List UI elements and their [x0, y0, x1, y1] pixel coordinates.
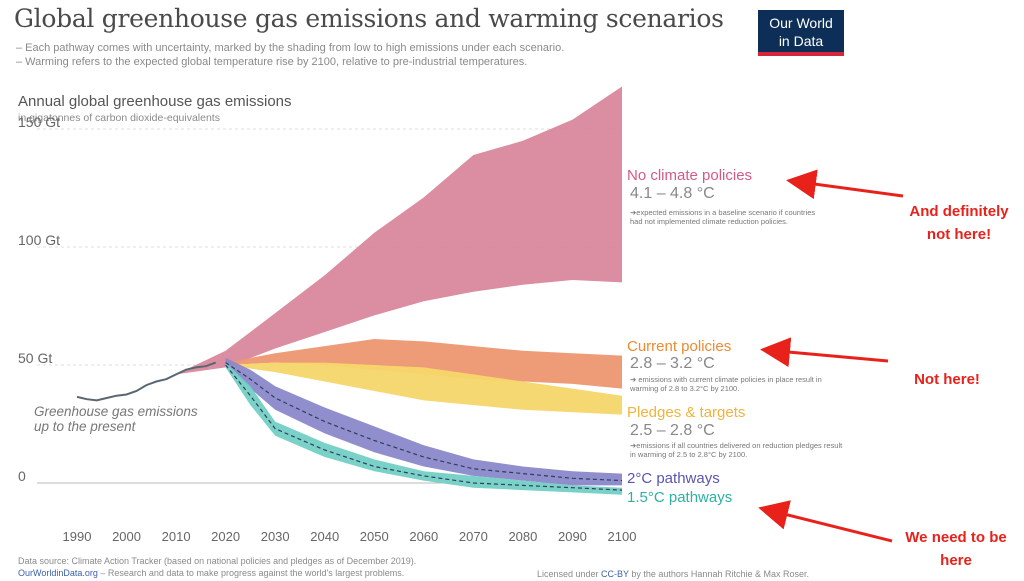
temp-no-climate-policies: 4.1 – 4.8 °C	[630, 185, 715, 202]
label-current-policies: Current policies	[627, 338, 732, 355]
site-link[interactable]: OurWorldinData.org	[18, 568, 98, 578]
x-tick-label-1990: 1990	[63, 529, 92, 544]
history-label: Greenhouse gas emissions up to the prese…	[34, 404, 198, 434]
x-tick-label-2030: 2030	[261, 529, 290, 544]
y-tick-label-0: 0	[18, 468, 26, 484]
y-tick-label-100: 100 Gt	[18, 232, 60, 248]
license-line: Licensed under CC-BY by the authors Hann…	[537, 569, 809, 579]
callout-arrow-2	[760, 337, 889, 368]
label-1-5c-pathways: 1.5°C pathways	[627, 489, 733, 506]
band-pledges-targets	[225, 362, 622, 415]
callout-bottom: We need to be here	[905, 529, 1007, 569]
y-tick-label-150: 150 Gt	[18, 114, 60, 130]
history-label-line-1: Greenhouse gas emissions	[34, 404, 198, 419]
x-tick-label-2100: 2100	[608, 529, 637, 544]
callout-arrow-3	[758, 500, 893, 543]
x-tick-label-2070: 2070	[459, 529, 488, 544]
history-label-line-2: up to the present	[34, 419, 136, 434]
callout-top: And definitely not here!	[909, 203, 1009, 243]
owid-logo[interactable]: Our World in Data	[758, 10, 844, 56]
footer-site-line: OurWorldinData.org – Research and data t…	[18, 568, 404, 578]
band-no-climate-policies	[176, 86, 622, 375]
label-no-climate-policies: No climate policies	[627, 167, 753, 184]
median-1-5-c-pathways	[225, 364, 623, 491]
axis-ticks: 150 Gt 100 Gt 50 Gt 0 1990 2000 2010 2020 2030 20…	[18, 114, 636, 544]
median-2-c-pathways	[225, 362, 623, 482]
x-tick-label-2020: 2020	[211, 529, 240, 544]
x-tick-label-2060: 2060	[409, 529, 438, 544]
label-2c-pathways: 2°C pathways	[627, 470, 720, 487]
series-lines	[76, 361, 623, 491]
x-tick-label-2000: 2000	[112, 529, 141, 544]
license-prefix: Licensed under	[537, 569, 602, 579]
callout-middle: Not here!	[914, 371, 980, 388]
y-axis-unit: in gigatonnes of carbon dioxide-equivale…	[18, 112, 220, 124]
note-current-policies: ➔ emissions with current climate policie…	[630, 375, 822, 393]
y-tick-label-50: 50 Gt	[18, 350, 52, 366]
band-2-c-pathways	[225, 357, 622, 486]
license-suffix: by the authors Hannah Ritchie & Max Rose…	[628, 569, 809, 579]
logo-line-1: Our World	[769, 15, 833, 31]
x-tick-label-2050: 2050	[360, 529, 389, 544]
note-no-climate-policies: ➔expected emissions in a baseline scenar…	[630, 208, 816, 226]
x-tick-label-2010: 2010	[162, 529, 191, 544]
x-tick-label-2080: 2080	[508, 529, 537, 544]
y-axis-title: Annual global greenhouse gas emissions	[18, 93, 292, 110]
band-current-policies	[225, 339, 622, 389]
callout-arrow-1	[786, 169, 904, 200]
x-tick-label-2090: 2090	[558, 529, 587, 544]
license-link[interactable]: CC-BY	[601, 569, 629, 579]
site-tagline: – Research and data to make progress aga…	[97, 568, 405, 578]
subtitle-line-2: – Warming refers to the expected global …	[16, 56, 528, 68]
logo-line-2: in Data	[778, 33, 824, 49]
chart-title: Global greenhouse gas emissions and warm…	[14, 4, 724, 33]
temp-pledges-targets: 2.5 – 2.8 °C	[630, 422, 715, 439]
history-line	[76, 361, 217, 402]
temp-current-policies: 2.8 – 3.2 °C	[630, 355, 715, 372]
note-pledges-targets: ➔emissions if all countries delivered on…	[630, 441, 843, 459]
x-tick-label-2040: 2040	[310, 529, 339, 544]
callout-arrows	[758, 169, 904, 543]
data-source: Data source: Climate Action Tracker (bas…	[18, 556, 417, 566]
scenario-bands	[176, 86, 622, 495]
subtitle-line-1: – Each pathway comes with uncertainty, m…	[16, 42, 565, 54]
label-pledges-targets: Pledges & targets	[627, 404, 746, 421]
